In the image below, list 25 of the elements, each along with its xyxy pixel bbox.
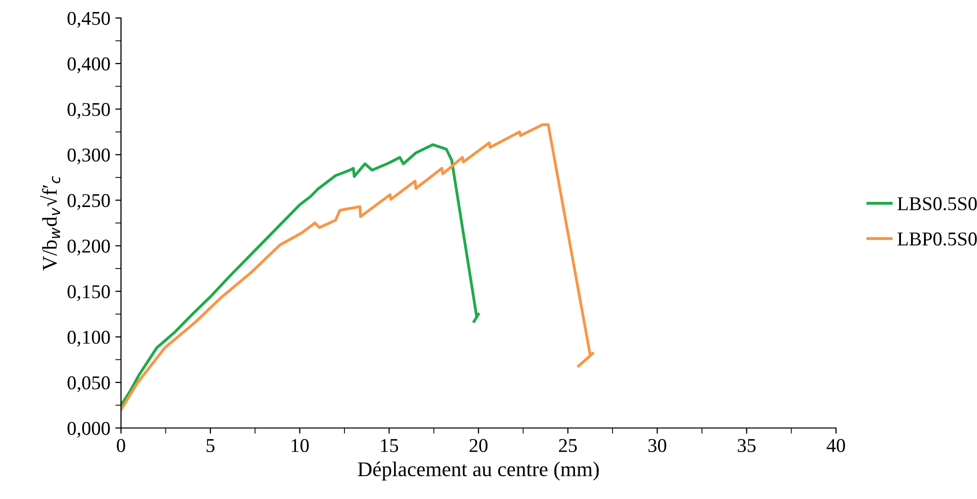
y-axis-title: V/b$_{w}$d$_{v}$√f′$_{c}$	[40, 176, 60, 271]
x-tick-label: 25	[559, 439, 577, 452]
x-tick-label: 40	[826, 438, 845, 452]
y-tick-label: 0,250	[68, 194, 110, 210]
x-tick-label: 5	[206, 439, 214, 452]
line-series	[121, 123, 594, 412]
y-tick-label: 0,450	[68, 12, 110, 28]
x-tick-label: 30	[648, 438, 666, 452]
line-series	[121, 143, 480, 407]
y-tick-label: 0,100	[68, 330, 110, 347]
x-tick-label: 35	[738, 439, 756, 452]
y-tick-label: 0,350	[68, 102, 110, 119]
y-tick-label: 0,300	[68, 148, 110, 164]
x-tick-label: 10	[292, 438, 309, 452]
x-tick-label: 15	[381, 439, 398, 452]
x-axis-title: Déplacement au centre (mm)	[358, 462, 599, 481]
x-tick-label: 20	[470, 438, 488, 452]
y-tick-label: 0,050	[68, 376, 110, 392]
legend-label: LBS0.5S0	[898, 197, 977, 210]
x-tick-label: 0	[116, 438, 126, 452]
y-tick-label: 0,150	[68, 285, 110, 302]
y-tick-label: 0,000	[68, 422, 110, 438]
y-tick-label: 0,400	[68, 57, 110, 74]
legend-label: LBP0.5S0	[898, 232, 977, 246]
y-tick-label: 0,200	[68, 240, 110, 256]
